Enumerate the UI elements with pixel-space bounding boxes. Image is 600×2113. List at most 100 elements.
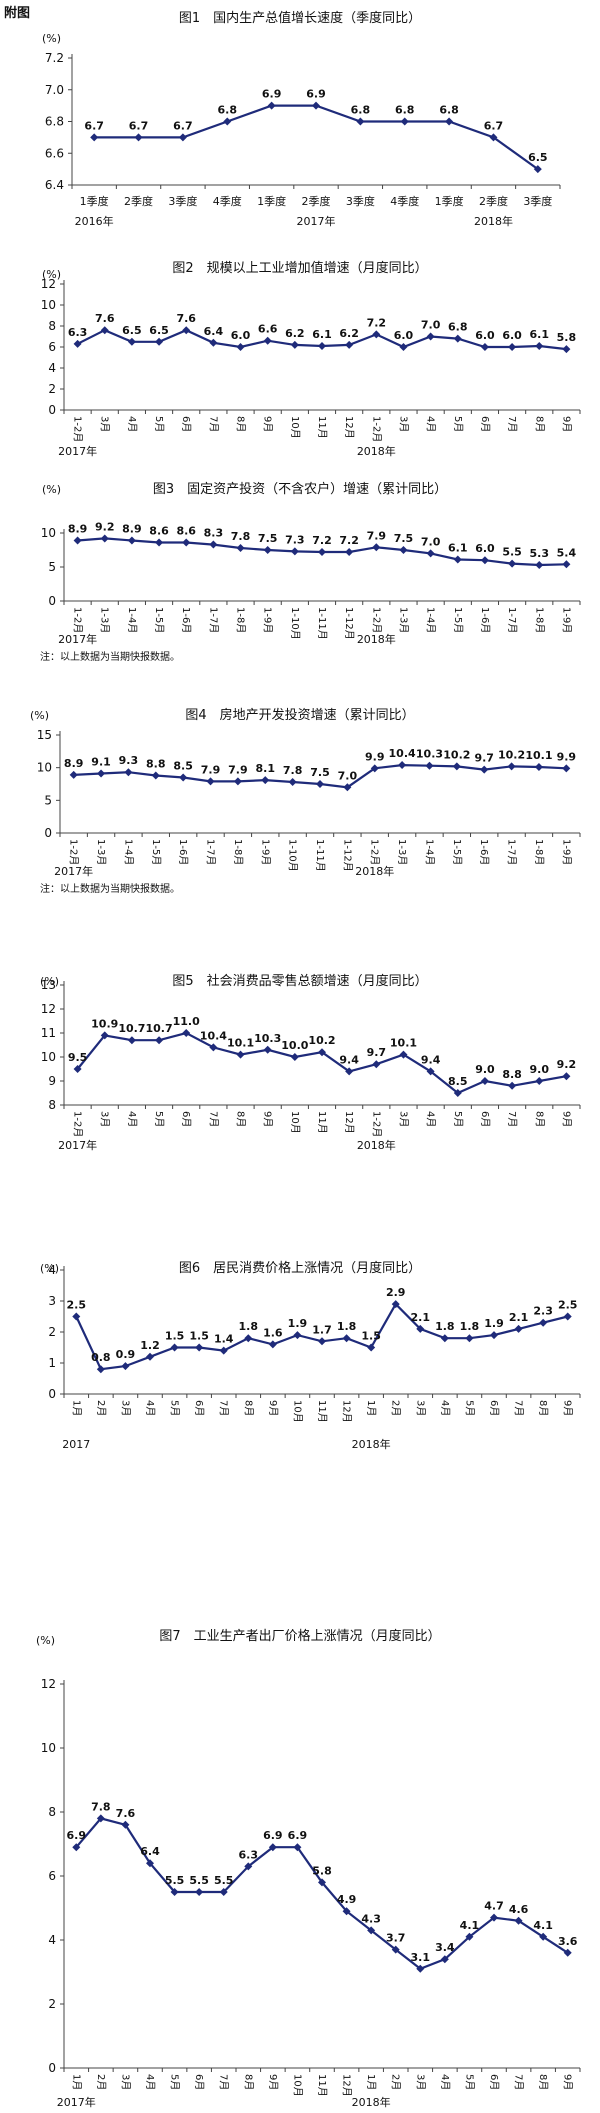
y-tick-label: 0 <box>48 594 56 608</box>
data-point-marker <box>563 1312 572 1321</box>
chart-title: 图2 规模以上工业增加值增速（月度同比） <box>172 260 427 276</box>
data-point-marker <box>127 337 136 346</box>
data-point-marker <box>316 780 324 788</box>
x-tick-label: 7月 <box>506 1111 518 1127</box>
x-tick-label: 11月 <box>316 1111 328 1134</box>
x-year-label: 2017年 <box>58 1138 97 1152</box>
y-tick-label: 11 <box>41 1026 56 1040</box>
x-tick-label: 4月 <box>126 416 138 432</box>
data-value-label: 6.9 <box>263 1829 283 1842</box>
data-point-marker <box>425 761 434 770</box>
data-value-label: 5.5 <box>189 1874 209 1887</box>
line-chart: 图1 国内生产总值增长速度（季度同比） (%) 6.4 6.6 6.8 7.0 7.2 1季度… <box>42 10 561 228</box>
x-tick-label: 9月 <box>562 2074 574 2090</box>
x-tick-label: 1月 <box>70 1400 82 1416</box>
data-value-label: 6.8 <box>448 321 468 334</box>
data-value-label: 2.5 <box>67 1299 87 1312</box>
data-value-label: 9.3 <box>119 754 139 767</box>
x-tick-label: 6月 <box>479 1111 491 1127</box>
data-point-marker <box>345 1067 354 1076</box>
data-point-marker <box>263 546 272 554</box>
data-value-label: 4.6 <box>509 1903 529 1916</box>
y-tick-label: 2 <box>48 1997 56 2011</box>
data-value-label: 2.3 <box>533 1305 553 1318</box>
line-chart: 图5 社会消费品零售总额增速（月度同比） (%) 8 9 10 11 12 13 1-2月 3月 4… <box>40 973 581 1152</box>
data-value-label: 7.6 <box>116 1807 136 1820</box>
x-tick-label: 10月 <box>291 2074 303 2097</box>
data-value-label: 8.8 <box>146 758 166 771</box>
data-value-label: 6.5 <box>528 151 548 164</box>
x-tick-label: 6月 <box>180 1111 192 1127</box>
data-value-label: 7.3 <box>285 533 305 546</box>
data-point-marker <box>155 337 164 346</box>
x-year-label: 2017年 <box>57 2095 96 2109</box>
x-tick-label: 5月 <box>153 416 165 432</box>
y-tick-label: 10 <box>37 761 52 775</box>
data-value-label: 1.6 <box>263 1326 283 1339</box>
data-value-label: 6.7 <box>84 119 104 132</box>
data-point-marker <box>233 777 242 786</box>
data-value-label: 6.1 <box>530 328 550 341</box>
data-point-marker <box>445 117 454 126</box>
x-tick-label: 2月 <box>390 1400 402 1416</box>
data-value-label: 10.3 <box>254 1032 281 1045</box>
data-value-label: 6.0 <box>502 329 522 342</box>
x-tick-label: 9月 <box>267 2074 279 2090</box>
x-tick-label: 12月 <box>341 2074 353 2097</box>
y-tick-label: 9 <box>48 1074 56 1088</box>
y-tick-label: 6 <box>48 1869 56 1883</box>
x-tick-label: 5月 <box>452 416 464 432</box>
x-tick-label: 3月 <box>119 2074 131 2090</box>
y-tick-label: 4 <box>48 361 56 375</box>
x-tick-label: 4月 <box>425 416 437 432</box>
data-point-marker <box>426 332 435 341</box>
data-point-marker <box>489 133 498 142</box>
x-tick-label: 7月 <box>218 2074 230 2090</box>
data-value-label: 6.9 <box>288 1829 308 1842</box>
data-value-label: 1.9 <box>288 1317 308 1330</box>
x-tick-label: 1-4月 <box>126 607 138 633</box>
x-tick-label: 5月 <box>463 2074 475 2090</box>
data-point-marker <box>480 343 489 351</box>
x-tick-label: 3季度 <box>523 194 552 208</box>
data-point-marker <box>73 339 82 348</box>
data-point-marker <box>318 1048 326 1057</box>
data-point-marker <box>453 334 462 343</box>
data-value-label: 9.0 <box>530 1063 550 1076</box>
x-tick-label: 3月 <box>414 2074 426 2090</box>
data-point-marker <box>195 1343 204 1352</box>
data-value-label: 8.8 <box>502 1068 522 1081</box>
data-point-marker <box>398 761 407 770</box>
x-tick-label: 1-2月 <box>369 839 381 865</box>
data-value-label: 6.8 <box>439 104 459 117</box>
data-point-marker <box>535 1077 544 1085</box>
data-point-marker <box>290 1053 299 1061</box>
data-point-marker <box>209 338 218 347</box>
x-tick-label: 1-7月 <box>506 607 518 633</box>
x-tick-label: 12月 <box>341 1400 353 1423</box>
x-tick-label: 9月 <box>560 1111 572 1127</box>
x-tick-label: 5月 <box>169 1400 181 1416</box>
x-tick-label: 4月 <box>439 2074 451 2090</box>
x-tick-label: 1-9月 <box>259 839 271 865</box>
data-value-label: 9.7 <box>367 1046 387 1059</box>
data-value-label: 5.3 <box>530 547 550 560</box>
data-value-label: 6.0 <box>475 542 495 555</box>
data-value-label: 1.4 <box>214 1333 234 1346</box>
x-tick-label: 2月 <box>390 2074 402 2090</box>
data-value-label: 9.4 <box>421 1053 441 1066</box>
x-tick-label: 8月 <box>235 416 247 432</box>
data-point-marker <box>562 560 571 569</box>
x-tick-label: 1-6月 <box>478 839 490 865</box>
x-tick-label: 11月 <box>316 416 328 439</box>
data-value-label: 1.7 <box>312 1323 332 1336</box>
x-tick-label: 6月 <box>479 416 491 432</box>
y-axis-unit: (%) <box>42 268 61 281</box>
data-point-marker <box>490 1331 498 1340</box>
data-point-marker <box>539 1318 548 1327</box>
data-value-label: 6.0 <box>394 329 414 342</box>
data-value-label: 10.2 <box>443 748 470 761</box>
x-tick-label: 1-8月 <box>533 839 545 865</box>
x-tick-label: 5月 <box>169 2074 181 2090</box>
x-tick-label: 1月 <box>365 1400 377 1416</box>
